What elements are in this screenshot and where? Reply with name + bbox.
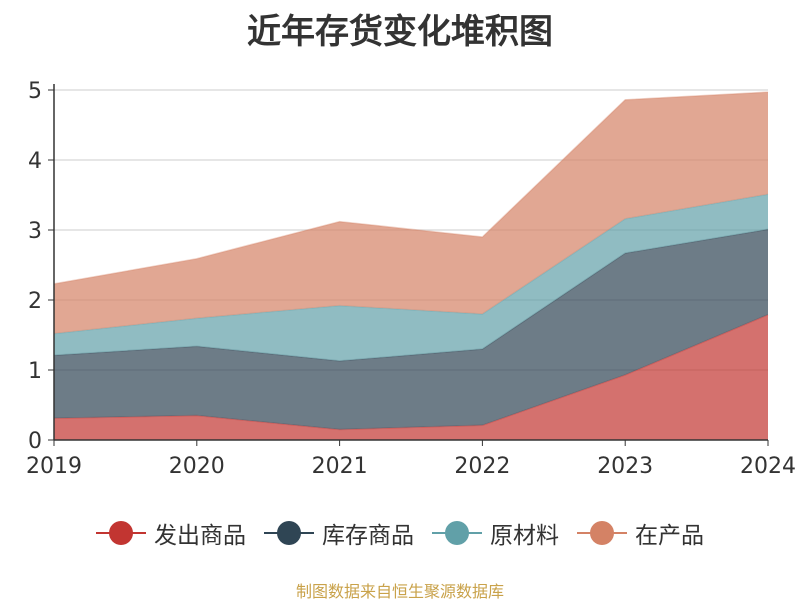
legend-marker-0 bbox=[96, 521, 146, 545]
area-series bbox=[53, 91, 769, 440]
legend-item-0[interactable]: 发出商品 bbox=[96, 516, 246, 550]
area-series-2 bbox=[54, 194, 768, 361]
x-tick-label-1: 2020 bbox=[169, 454, 225, 479]
x-tick-label-0: 2019 bbox=[26, 454, 82, 479]
area-series-3 bbox=[54, 92, 768, 334]
series-line-3 bbox=[53, 91, 769, 285]
legend-item-2[interactable]: 原材料 bbox=[432, 516, 559, 550]
legend-marker-3 bbox=[577, 521, 627, 545]
legend-marker-1 bbox=[264, 521, 314, 545]
chart-title: 近年存货变化堆积图 bbox=[247, 12, 553, 52]
axes: 0 1 2 3 4 5 2019 2020 2021 2022 2023 2024 bbox=[26, 79, 796, 479]
legend-label-0: 发出商品 bbox=[154, 523, 246, 549]
legend: 发出商品 库存商品 原材料 在产品 bbox=[0, 516, 800, 550]
y-tick-label-4: 4 bbox=[28, 149, 42, 174]
legend-label-3: 在产品 bbox=[635, 523, 704, 549]
legend-item-1[interactable]: 库存商品 bbox=[264, 516, 414, 550]
area-series-0 bbox=[54, 314, 768, 440]
y-tick-label-3: 3 bbox=[28, 219, 42, 244]
x-tick-label-5: 2024 bbox=[740, 454, 796, 479]
x-tick-label-4: 2023 bbox=[597, 454, 653, 479]
area-series-1 bbox=[54, 229, 768, 430]
y-tick-label-2: 2 bbox=[28, 289, 42, 314]
legend-item-3[interactable]: 在产品 bbox=[577, 516, 704, 550]
legend-label-1: 库存商品 bbox=[322, 523, 414, 549]
x-tick-label-2: 2021 bbox=[312, 454, 368, 479]
source-note: 制图数据来自恒生聚源数据库 bbox=[295, 582, 504, 601]
legend-label-2: 原材料 bbox=[490, 523, 559, 549]
y-tick-label-1: 1 bbox=[28, 359, 42, 384]
legend-marker-2 bbox=[432, 521, 482, 545]
x-tick-label-3: 2022 bbox=[454, 454, 510, 479]
y-tick-label-0: 0 bbox=[28, 429, 42, 454]
y-tick-label-5: 5 bbox=[28, 79, 42, 104]
